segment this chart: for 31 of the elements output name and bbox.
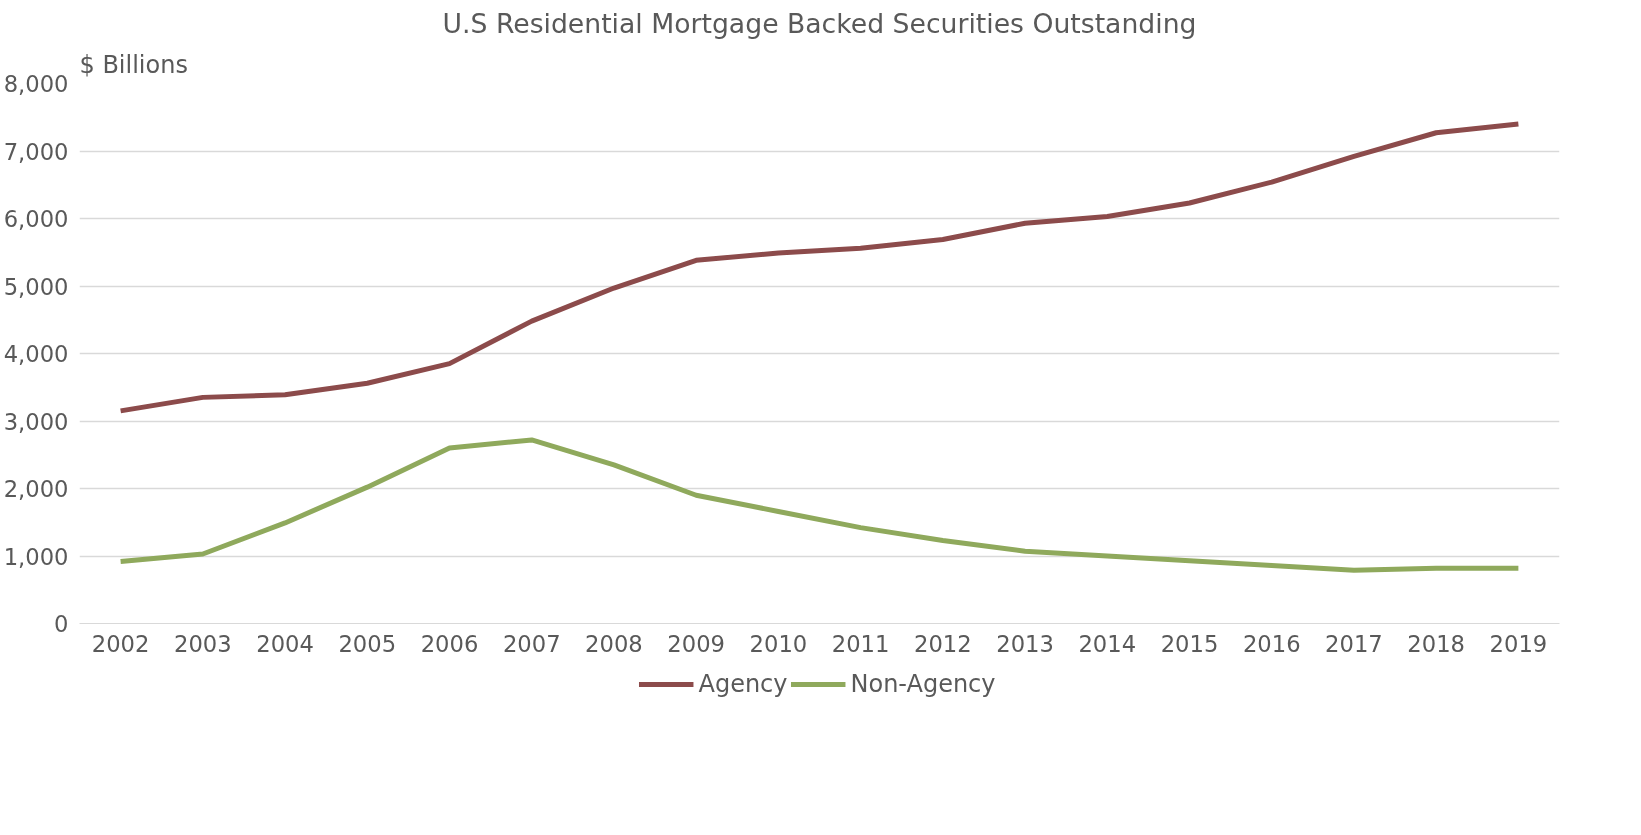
x-tick-label: 2017 (1325, 630, 1383, 657)
x-tick-label: 2018 (1407, 630, 1466, 657)
x-tick-label: 2004 (256, 630, 314, 657)
y-tick-label: 3,000 (3, 408, 69, 435)
y-tick-label: 2,000 (3, 476, 69, 502)
y-axis-title: $ Billions (79, 50, 188, 79)
x-tick-label: 2014 (1078, 630, 1137, 657)
x-tick-label: 2007 (502, 630, 561, 657)
x-tick-label: 2019 (1489, 630, 1548, 657)
y-tick-label: 4,000 (3, 341, 69, 367)
y-tick-label: 8,000 (3, 71, 69, 97)
x-tick-label: 2012 (914, 630, 972, 657)
y-tick-label: 1,000 (3, 543, 69, 570)
x-tick-label: 2010 (749, 630, 808, 657)
x-tick-label: 2013 (996, 630, 1054, 657)
x-tick-label: 2015 (1160, 630, 1219, 657)
legend-label: Non-Agency (850, 670, 996, 698)
y-tick-label: 6,000 (3, 206, 69, 232)
x-tick-label: 2011 (831, 630, 890, 657)
x-tick-label: 2003 (174, 630, 232, 657)
legend-label: Agency (698, 670, 788, 698)
y-tick-label: 0 (54, 611, 69, 637)
x-tick-label: 2005 (338, 630, 397, 657)
x-tick-label: 2016 (1242, 630, 1301, 657)
y-tick-label: 5,000 (3, 273, 69, 300)
y-tick-label: 7,000 (3, 138, 69, 165)
x-tick-label: 2009 (667, 630, 726, 657)
x-tick-label: 2006 (420, 630, 479, 657)
x-tick-label: 2008 (585, 630, 643, 657)
x-tick-label: 2002 (91, 630, 150, 657)
chart-title: U.S Residential Mortgage Backed Securities Outstanding (442, 7, 1197, 39)
